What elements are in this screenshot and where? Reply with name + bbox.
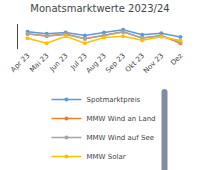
svg-text:Apr 23: Apr 23 xyxy=(9,52,31,74)
svg-text:Sep 23: Sep 23 xyxy=(104,52,127,75)
svg-text:Monatsmarktwerte 2023/24: Monatsmarktwerte 2023/24 xyxy=(30,3,169,14)
svg-text:Mai 23: Mai 23 xyxy=(28,52,50,74)
svg-text:Spotmarktpreis: Spotmarktpreis xyxy=(87,96,141,104)
svg-text:Okt 23: Okt 23 xyxy=(124,52,146,74)
svg-text:Jul 23: Jul 23 xyxy=(69,52,89,72)
svg-text:Aug 23: Aug 23 xyxy=(85,52,108,75)
svg-text:Nov 23: Nov 23 xyxy=(142,52,165,75)
svg-text:MMW Solar: MMW Solar xyxy=(87,153,126,161)
svg-text:MMW Wind auf See: MMW Wind auf See xyxy=(87,134,155,142)
svg-text:Dez: Dez xyxy=(169,52,184,67)
svg-text:MMW Wind an Land: MMW Wind an Land xyxy=(87,115,156,123)
svg-text:Jun 23: Jun 23 xyxy=(48,52,70,74)
